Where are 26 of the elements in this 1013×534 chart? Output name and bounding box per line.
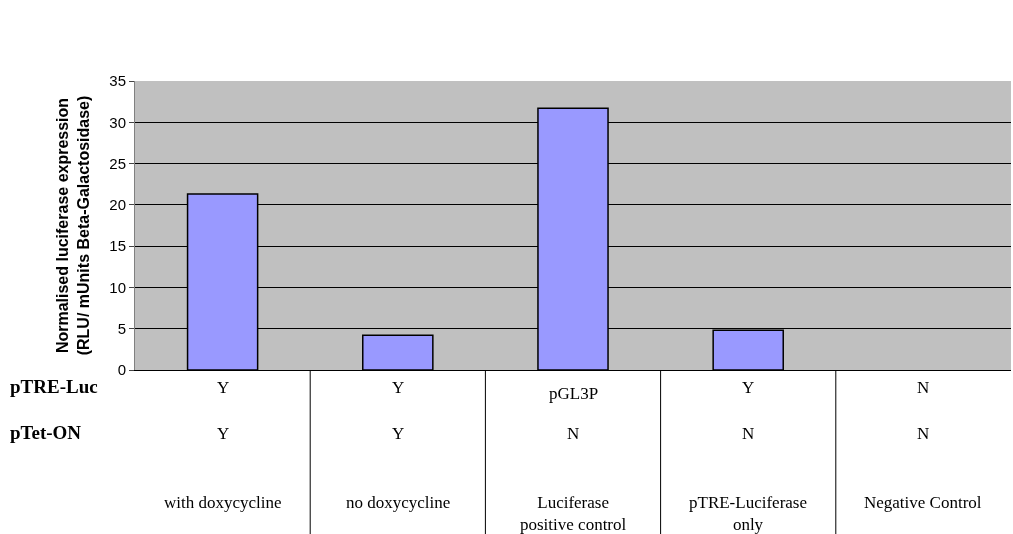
text: Y	[392, 424, 405, 443]
text: Luciferase positive control	[520, 493, 627, 534]
y-tick-label: 35	[109, 72, 126, 90]
text: Y	[217, 424, 230, 443]
text: Y	[742, 378, 755, 397]
text: Y	[217, 378, 230, 397]
text: no doxycycline	[346, 493, 451, 512]
text: with doxycycline	[164, 493, 282, 512]
y-tick-label: 25	[109, 154, 126, 172]
text: Negative Control	[864, 493, 982, 512]
y-tick-label: 10	[109, 278, 126, 296]
text: Y	[392, 378, 405, 397]
y-tick-label: 20	[109, 196, 126, 214]
text: pTRE-Luc	[10, 376, 98, 397]
y-tick-label: 15	[109, 237, 126, 255]
text: N	[917, 378, 930, 397]
text: N	[567, 424, 580, 443]
text: pTRE-Luciferase only	[689, 493, 807, 534]
y-axis-title: Normalised luciferase expression (RLU/ mUnits Beta-Galactosidase)	[54, 95, 93, 356]
text: pTet-ON	[10, 422, 82, 443]
text: N	[742, 424, 755, 443]
y-tick-label: 30	[109, 113, 126, 131]
y-tick-label: 5	[117, 319, 126, 337]
text: pGL3P	[549, 384, 599, 403]
y-tick-label: 0	[117, 361, 126, 379]
text: N	[917, 424, 930, 443]
